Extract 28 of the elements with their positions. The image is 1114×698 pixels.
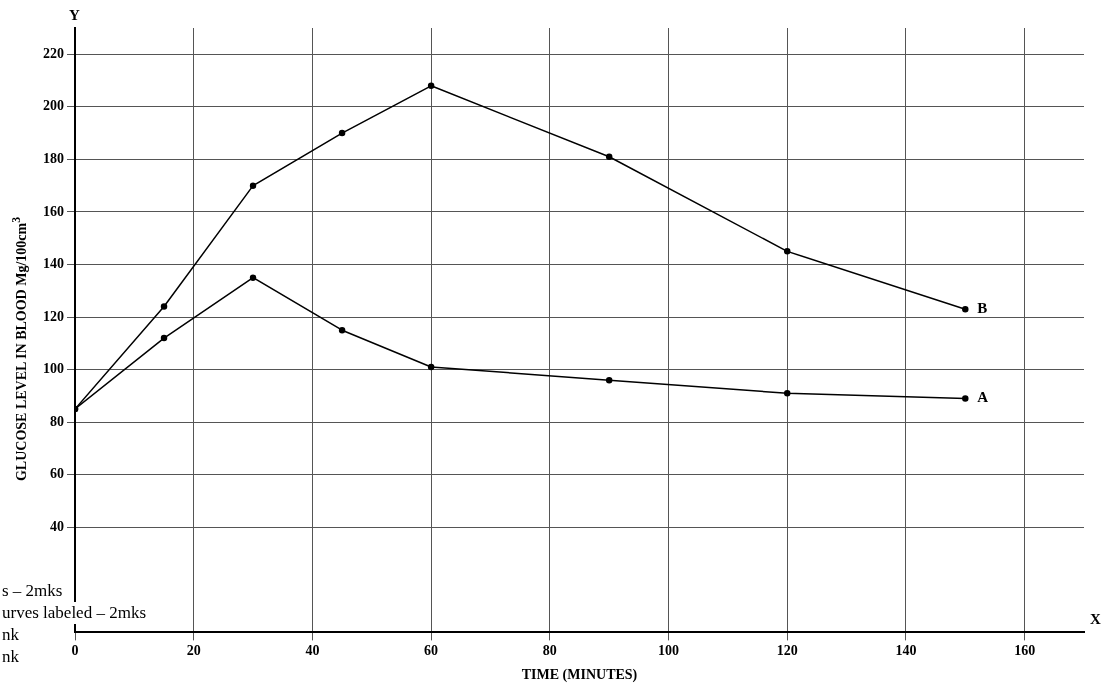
y-tick-label: 120 xyxy=(43,308,64,324)
series-label: A xyxy=(977,389,989,406)
y-tick-label: 80 xyxy=(50,413,64,429)
y-tick-label: 60 xyxy=(50,466,64,482)
x-axis-title: TIME (MINUTES) xyxy=(521,667,638,684)
text: X xyxy=(1090,611,1101,628)
text: Y xyxy=(69,6,80,23)
y-tick-label: 200 xyxy=(43,98,64,114)
y-tick-label: 100 xyxy=(43,361,64,377)
x-tick-label: 80 xyxy=(542,643,557,659)
text: s – 2mks xyxy=(2,580,63,602)
y-tick-label: 160 xyxy=(43,203,64,219)
y-tick-label: 40 xyxy=(50,518,64,534)
y-tick-label: 220 xyxy=(43,45,64,61)
x-tick-label: 40 xyxy=(305,643,320,659)
x-tick-label: 0 xyxy=(71,643,79,659)
x-tick-label: 20 xyxy=(186,643,201,659)
x-tick-label: 120 xyxy=(776,643,798,659)
text: nk xyxy=(2,624,19,646)
x-tick-label: 140 xyxy=(895,643,917,659)
y-tick-label: 180 xyxy=(43,151,64,166)
x-tick-label: 160 xyxy=(1014,643,1036,659)
series-label: B xyxy=(977,300,988,317)
x-tick-label: 100 xyxy=(658,643,680,659)
y-tick-label: 140 xyxy=(43,256,64,272)
text: nk xyxy=(2,646,19,668)
annotation: urves labeled – 2mks xyxy=(2,602,146,624)
x-tick-label: 60 xyxy=(424,643,439,659)
